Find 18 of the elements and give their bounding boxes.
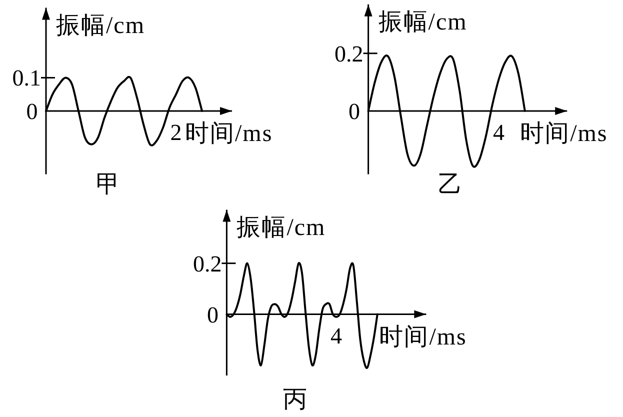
ylabel: 振幅/cm bbox=[236, 214, 326, 241]
title: 丙 bbox=[283, 387, 307, 413]
y-tick-label: 0 bbox=[348, 98, 360, 124]
x-tick-label: 4 bbox=[493, 120, 505, 145]
ylabel: 振幅/cm bbox=[56, 12, 145, 39]
y-tick-label: 0.2 bbox=[334, 41, 364, 66]
ylabel: 振幅/cm bbox=[378, 9, 468, 36]
xlabel: 时间/ms bbox=[520, 120, 608, 147]
title: 甲 bbox=[96, 172, 120, 198]
xlabel: 时间/ms bbox=[379, 324, 467, 350]
y-tick-label: 0 bbox=[26, 99, 38, 124]
title: 乙 bbox=[438, 172, 462, 198]
x-tick-label: 2 bbox=[170, 120, 182, 146]
x-tick-label: 4 bbox=[330, 323, 342, 348]
y-tick-label: 0 bbox=[206, 302, 218, 328]
y-tick-label: 0.2 bbox=[192, 251, 222, 276]
xlabel: 时间/ms bbox=[185, 121, 273, 148]
y-tick-label: 0.1 bbox=[12, 66, 41, 91]
